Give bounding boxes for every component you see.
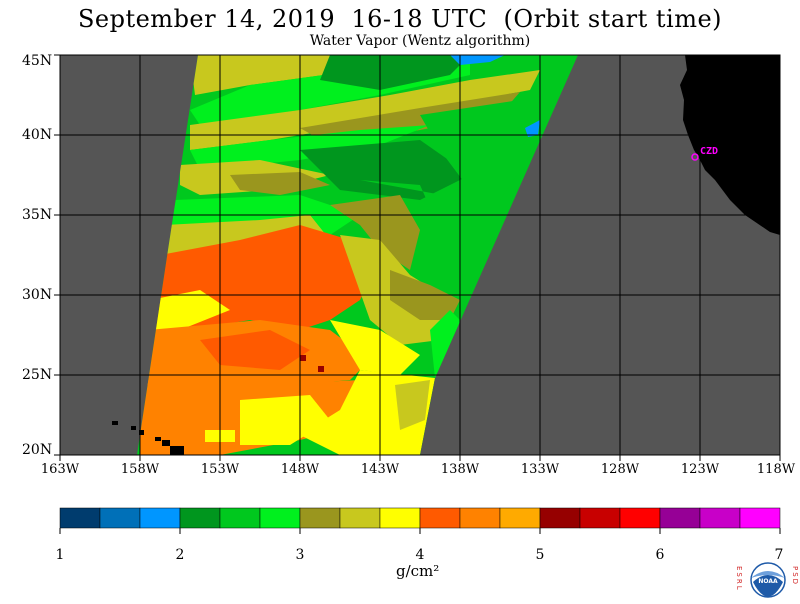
satellite-swath: [137, 55, 578, 455]
colorbar-tick-4: 4: [415, 547, 425, 563]
colorbar-tick-6: 6: [655, 547, 665, 563]
lon-label-153w: 153W: [200, 462, 240, 477]
colorbar-swatch: [59, 507, 101, 529]
colorbar-swatch: [499, 507, 541, 529]
colorbar-swatch: [579, 507, 621, 529]
colorbar-tick-2: 2: [175, 547, 185, 563]
colorbar-swatch: [539, 507, 581, 529]
lon-label-128w: 128W: [600, 462, 640, 477]
lat-label-40n: 40N: [22, 127, 53, 143]
colorbar-swatch: [379, 507, 421, 529]
lon-label-138w: 138W: [440, 462, 480, 477]
lat-label-25n: 25N: [22, 367, 53, 383]
colorbar-tick-5: 5: [535, 547, 545, 563]
colorbar-tick-7: 7: [774, 547, 784, 563]
noaa-logo: ESRL NOAA PSD: [735, 558, 800, 600]
lon-label-123w: 123W: [680, 462, 720, 477]
colorbar-swatch: [659, 507, 701, 529]
colorbar-swatch: [419, 507, 461, 529]
lat-label-20n: 20N: [22, 442, 53, 458]
lon-label-143w: 143W: [360, 462, 400, 477]
land-west-coast: [680, 55, 780, 235]
logo-center-text: NOAA: [758, 578, 778, 585]
hawaiian-islands: [112, 421, 184, 455]
colorbar-swatch: [739, 507, 781, 529]
colorbar-tick-3: 3: [295, 547, 305, 563]
colorbar-swatch: [299, 507, 341, 529]
lon-label-118w: 118W: [756, 462, 796, 477]
lat-label-30n: 30N: [22, 287, 53, 303]
lon-label-133w: 133W: [520, 462, 560, 477]
colorbar-swatch: [339, 507, 381, 529]
lat-label-35n: 35N: [22, 207, 53, 223]
colorbar-swatch: [179, 507, 221, 529]
lon-label-148w: 148W: [280, 462, 320, 477]
axis-ticks: [54, 54, 781, 461]
colorbar-swatch: [219, 507, 261, 529]
colorbar-swatch: [259, 507, 301, 529]
map-title: September 14, 2019 16-18 UTC (Orbit star…: [77, 5, 723, 33]
lat-label-45n: 45N: [22, 53, 53, 69]
colorbar-swatch: [699, 507, 741, 529]
colorbar-swatch: [99, 507, 141, 529]
lon-label-158w: 158W: [120, 462, 160, 477]
lat-lon-grid: [59, 54, 781, 456]
city-label: CZD: [700, 146, 719, 157]
colorbar-units: g/cm²: [396, 562, 440, 580]
colorbar-swatch: [459, 507, 501, 529]
map-subtitle: Water Vapor (Wentz algorithm): [309, 33, 531, 49]
colorbar-tick-1: 1: [55, 547, 65, 563]
logo-right-letters: PSD: [791, 566, 799, 586]
city-marker: [691, 153, 699, 161]
logo-left-letters: ESRL: [736, 566, 743, 592]
colorbar-swatch: [139, 507, 181, 529]
lon-label-163w: 163W: [40, 462, 80, 477]
colorbar-swatch: [619, 507, 661, 529]
